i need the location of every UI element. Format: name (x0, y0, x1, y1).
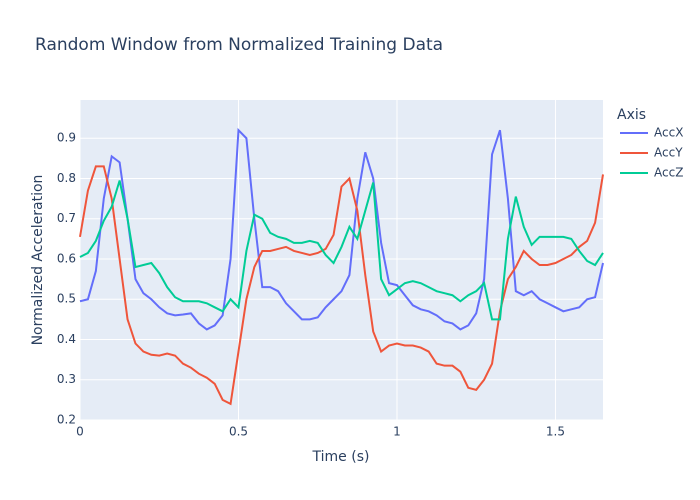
y-axis-title: Normalized Acceleration (30, 175, 46, 346)
y-tick-label: 0.9 (57, 131, 76, 145)
x-tick-label: 1 (393, 425, 401, 439)
x-tick-label: 0 (76, 425, 84, 439)
y-tick-label: 0.7 (57, 211, 76, 225)
y-tick-label: 0.2 (57, 413, 76, 427)
legend-label[interactable]: AccZ (654, 166, 683, 180)
x-axis-title: Time (s) (312, 449, 370, 465)
line-series (79, 165, 604, 406)
y-tick-label: 0.6 (57, 251, 76, 265)
legend-label[interactable]: AccY (654, 146, 683, 160)
y-tick-label: 0.4 (57, 332, 76, 346)
line-series (79, 180, 604, 321)
line-series (79, 127, 604, 331)
plot-area (80, 100, 603, 420)
x-tick-label: 1.5 (546, 425, 565, 439)
chart-title: Random Window from Normalized Training D… (35, 35, 443, 55)
y-tick-label: 0.5 (57, 292, 76, 306)
y-tick-label: 0.8 (57, 171, 76, 185)
x-tick-label: 0.5 (229, 425, 248, 439)
y-tick-label: 0.3 (57, 372, 76, 386)
legend-label[interactable]: AccX (654, 126, 683, 140)
legend-title: Axis (617, 107, 646, 123)
